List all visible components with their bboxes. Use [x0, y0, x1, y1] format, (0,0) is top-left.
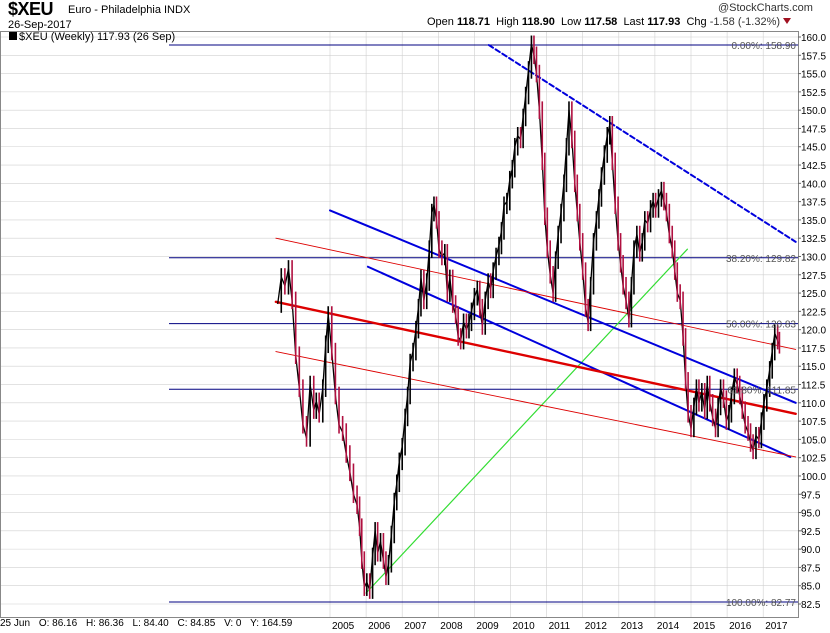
x-tick-label: 2016 [729, 621, 752, 632]
last-label: Last [623, 16, 645, 28]
y-tick-label: 145.0 [801, 143, 826, 154]
down-arrow-icon [783, 18, 792, 24]
plot-frame [0, 31, 799, 618]
y-tick-label: 100.0 [801, 472, 826, 483]
fib-labels: 0.00%: 158.90 38.20%: 129.82 50.00%: 120.8… [726, 41, 796, 609]
readout-date: 25 Jun [0, 618, 31, 629]
x-tick-label: 2008 [440, 621, 463, 632]
x-tick-label: 2011 [549, 621, 571, 632]
chg-value: -1.58 (-1.32%) [709, 16, 781, 28]
open-label: Open [427, 16, 454, 28]
trendline-blue [329, 209, 797, 404]
chg-label: Chg [686, 16, 707, 28]
chart-header: $XEU Euro - Philadelphia INDX 26-Sep-201… [0, 0, 830, 44]
readout-low: L: 84.40 [132, 618, 169, 629]
y-tick-label: 117.5 [801, 344, 826, 355]
readout-high: H: 86.36 [85, 618, 124, 629]
chart-legend: $XEU (Weekly) 117.93 (26 Sep) [9, 31, 175, 43]
trendline-red-thick [274, 300, 797, 415]
brand-watermark: @StockCharts.com [718, 2, 813, 14]
crosshair-readout: 25 Jun O: 86.16 H: 86.36 L: 84.40 C: 84.… [0, 618, 298, 633]
y-tick-label: 82.5 [801, 600, 821, 611]
y-tick-label: 155.0 [801, 70, 826, 81]
x-tick-label: 2017 [765, 621, 788, 632]
last-value: 117.93 [647, 16, 681, 28]
ticker-symbol: $XEU [8, 0, 54, 19]
y-tick-label: 95.0 [801, 509, 821, 520]
y-tick-label: 90.0 [801, 545, 821, 556]
y-tick-label: 140.0 [801, 179, 826, 190]
x-tick-label: 2007 [404, 621, 427, 632]
y-tick-label: 152.5 [801, 88, 826, 99]
axes: 82.5 85.0 87.5 90.0 92.5 95.0 97.5 100.0 102.5 10… [0, 31, 826, 632]
y-tick-label: 85.0 [801, 582, 821, 593]
x-tick-label: 2010 [513, 621, 536, 632]
security-name: Euro - Philadelphia INDX [68, 4, 191, 16]
y-tick-label: 125.0 [801, 289, 826, 300]
high-label: High [496, 16, 519, 28]
quote-summary: Open 118.71 High 118.90 Low 117.58 Last … [427, 16, 792, 28]
price-series [277, 35, 781, 599]
x-tick-label: 2014 [657, 621, 680, 632]
y-tick-label: 105.0 [801, 435, 826, 446]
price-line [277, 43, 780, 591]
trendline-red-thin [275, 351, 797, 458]
y-tick-label: 160.0 [801, 33, 826, 44]
y-tick-label: 107.5 [801, 417, 826, 428]
y-tick-label: 137.5 [801, 198, 826, 209]
open-value: 118.71 [456, 16, 491, 28]
readout-y: Y: 164.59 [250, 618, 293, 629]
trendline-blue-dashed [487, 44, 797, 243]
low-label: Low [561, 16, 582, 28]
quote-date: 26-Sep-2017 [8, 19, 72, 31]
readout-volume: V: 0 [224, 618, 242, 629]
y-tick-label: 110.0 [801, 399, 826, 410]
x-tick-label: 2012 [585, 621, 608, 632]
y-tick-label: 150.0 [801, 106, 826, 117]
readout-open: O: 86.16 [38, 618, 78, 629]
trendline-green [365, 248, 688, 594]
y-tick-label: 157.5 [801, 51, 826, 62]
x-tick-label: 2009 [476, 621, 499, 632]
fib-level-label: 61.80%: 111.85 [727, 385, 796, 396]
x-tick-label: 2005 [332, 621, 355, 632]
y-tick-label: 132.5 [801, 234, 826, 245]
y-tick-label: 102.5 [801, 454, 826, 465]
y-tick-label: 142.5 [801, 161, 826, 172]
x-tick-label: 2013 [621, 621, 644, 632]
y-tick-label: 127.5 [801, 271, 826, 282]
y-tick-label: 115.0 [801, 362, 826, 373]
y-tick-label: 92.5 [801, 527, 821, 538]
low-value: 117.58 [584, 16, 618, 28]
y-tick-label: 147.5 [801, 124, 826, 135]
y-tick-label: 97.5 [801, 490, 821, 501]
fib-level-label: 50.00%: 120.83 [726, 320, 796, 331]
trendline-red-thin [275, 237, 797, 350]
y-tick-label: 87.5 [801, 563, 821, 574]
legend-text: $XEU (Weekly) 117.93 (26 Sep) [19, 31, 176, 43]
legend-swatch-icon [9, 32, 17, 40]
y-tick-label: 112.5 [801, 381, 826, 392]
y-tick-label: 120.0 [801, 326, 826, 337]
fib-level-label: 100.00%: 82.77 [726, 598, 796, 609]
readout-close: C: 84.85 [177, 618, 216, 629]
fib-level-label: 38.20%: 129.82 [726, 254, 796, 265]
y-tick-label: 130.0 [801, 252, 826, 263]
trendline-blue [366, 265, 792, 458]
x-tick-label: 2006 [368, 621, 391, 632]
y-tick-label: 122.5 [801, 307, 826, 318]
high-value: 118.90 [521, 16, 555, 28]
x-tick-label: 2015 [693, 621, 716, 632]
fib-level-label: 0.00%: 158.90 [732, 41, 797, 52]
y-tick-label: 135.0 [801, 216, 826, 227]
